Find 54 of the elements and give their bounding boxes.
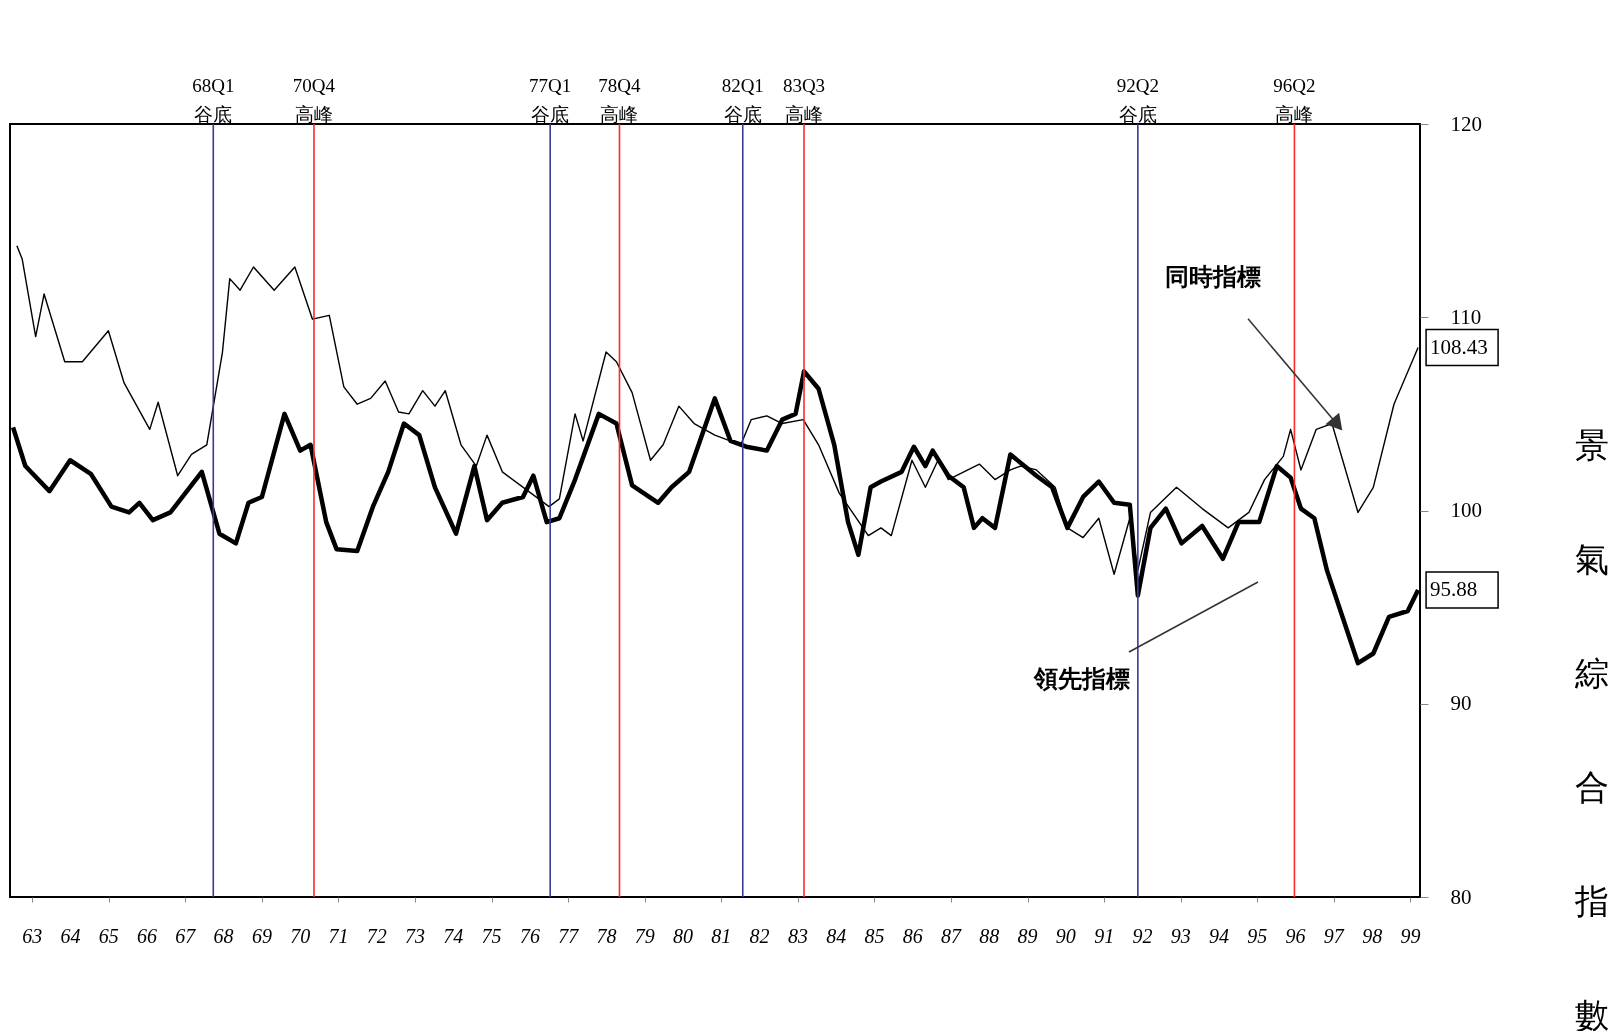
x-tick-label: 80: [673, 925, 694, 947]
x-tick-label: 65: [98, 925, 119, 947]
x-tick-label: 77: [558, 925, 580, 947]
x-tick-label: 83: [787, 925, 808, 947]
ref-line-label: 82Q1 谷底: [721, 75, 764, 125]
ref-line-label: 70Q4 高峰: [292, 75, 336, 125]
data-label: 95.88: [1430, 577, 1478, 602]
x-tick-label: 93: [1170, 925, 1191, 947]
x-tick-label: 76: [519, 925, 540, 947]
x-tick-label: 73: [405, 925, 426, 947]
x-tick-label: 71: [328, 925, 349, 947]
ref-line-label: 77Q1 谷底: [529, 75, 572, 125]
y-tick-label: 100: [1450, 498, 1482, 522]
y-tick-label: 80: [1450, 884, 1472, 909]
ref-line-label: 78Q4 高峰: [598, 75, 642, 125]
ref-line-label: 92Q2 谷底: [1116, 75, 1159, 125]
x-tick-label: 96: [1285, 925, 1306, 947]
annotation: 同時指標: [1165, 262, 1262, 290]
y-tick-label: 110: [1450, 304, 1482, 329]
x-tick-label: 69: [251, 925, 272, 947]
x-tick-label: 92: [1132, 925, 1153, 947]
y-tick-label: 120: [1450, 111, 1482, 136]
x-tick-label: 70: [290, 925, 311, 947]
x-tick-label: 63: [22, 925, 43, 947]
x-tick-label: 68: [213, 925, 234, 947]
x-tick-label: 86: [902, 925, 923, 947]
ref-line-label: 68Q1 谷底: [192, 75, 235, 125]
data-label: 108.43: [1430, 334, 1488, 359]
x-tick-label: 74: [443, 925, 464, 947]
x-tick-label: 85: [864, 925, 885, 947]
x-tick-label: 82: [749, 925, 770, 947]
x-tick-label: 64: [60, 925, 81, 947]
x-tick-label: 94: [1209, 925, 1230, 947]
x-tick-label: 90: [1055, 925, 1076, 947]
x-tick-label: 67: [175, 925, 197, 947]
x-tick-label: 72: [366, 925, 387, 947]
x-tick-label: 95: [1247, 925, 1268, 947]
x-tick-label: 84: [826, 925, 847, 947]
x-tick-label: 88: [979, 925, 1000, 947]
x-tick-label: 91: [1094, 925, 1115, 947]
x-tick-label: 81: [711, 925, 732, 947]
ref-line-label: 96Q2 高峰: [1273, 75, 1316, 125]
x-tick-label: 75: [481, 925, 502, 947]
ref-line-label: 83Q3 高峰: [782, 75, 826, 125]
x-tick-label: 98: [1362, 925, 1383, 947]
x-tick-label: 78: [596, 925, 617, 947]
x-tick-label: 89: [1017, 925, 1038, 947]
annotation: 領先指標: [1033, 665, 1130, 692]
x-tick-label: 99: [1400, 925, 1421, 947]
x-tick-label: 97: [1323, 925, 1345, 947]
y-tick-label: 90: [1450, 691, 1472, 716]
x-tick-label: 66: [137, 925, 158, 947]
x-tick-label: 79: [634, 925, 655, 947]
x-tick-label: 87: [941, 925, 963, 947]
